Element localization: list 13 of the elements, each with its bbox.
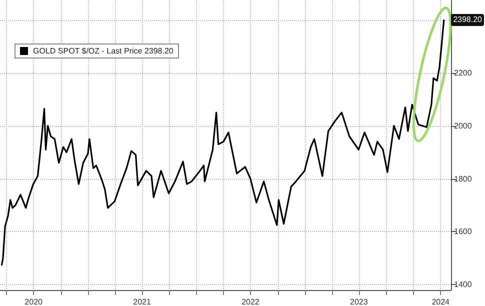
y-tick-label: 2000	[454, 121, 472, 130]
y-tick-label: 1400	[454, 280, 472, 290]
x-tick-label: 2022	[242, 298, 260, 306]
y-tick-label: 2200	[454, 68, 472, 78]
annotation: 2398.20	[451, 14, 484, 26]
x-tick-label: 2021	[133, 298, 152, 306]
x-tick-label: 2023	[350, 298, 368, 306]
legend-label: GOLD SPOT $/OZ - Last Price 2398.20	[33, 46, 174, 56]
line-series	[0, 20, 445, 266]
x-tick-label: 2020	[24, 298, 44, 306]
y-tick-label: 1800	[454, 174, 472, 184]
x-tick-label: 2024	[432, 298, 450, 306]
y-tick-label: 1600	[454, 227, 472, 236]
